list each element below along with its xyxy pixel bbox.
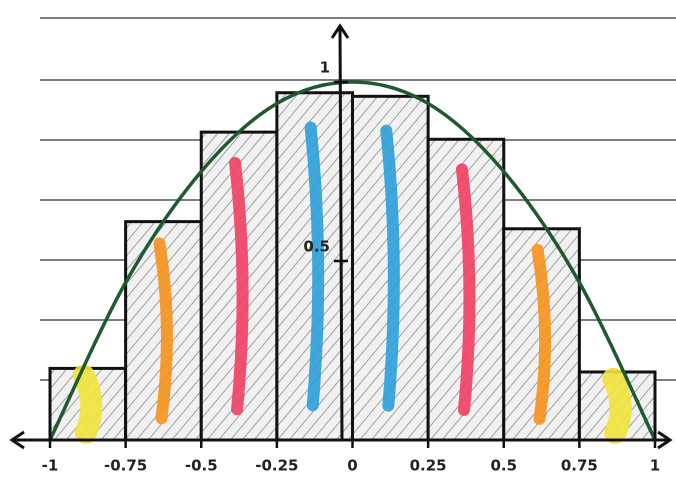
x-tick-label: -1 — [42, 457, 59, 475]
x-tick-label: 0 — [347, 457, 357, 475]
y-tick-label: 1 — [320, 59, 330, 77]
x-tick-label: 0.25 — [410, 457, 447, 475]
y-tick-label: 0.5 — [303, 238, 330, 256]
x-tick-label: -0.25 — [255, 457, 298, 475]
x-tick-label: 1 — [650, 457, 660, 475]
x-tick-label: 0.5 — [490, 457, 517, 475]
bar-stripe — [84, 376, 92, 433]
bar-stripe — [613, 379, 621, 433]
page: -1-0.75-0.5-0.2500.250.50.7510.51 (() =>… — [0, 0, 676, 484]
x-tick-label: 0.75 — [561, 457, 598, 475]
plot — [50, 82, 655, 440]
x-tick-label: -0.5 — [185, 457, 218, 475]
x-tick-label: -0.75 — [104, 457, 147, 475]
chart: -1 -0.75 -0.5 -0.25 0 0.25 0.5 0.75 1 0.5 1 — [0, 0, 676, 484]
